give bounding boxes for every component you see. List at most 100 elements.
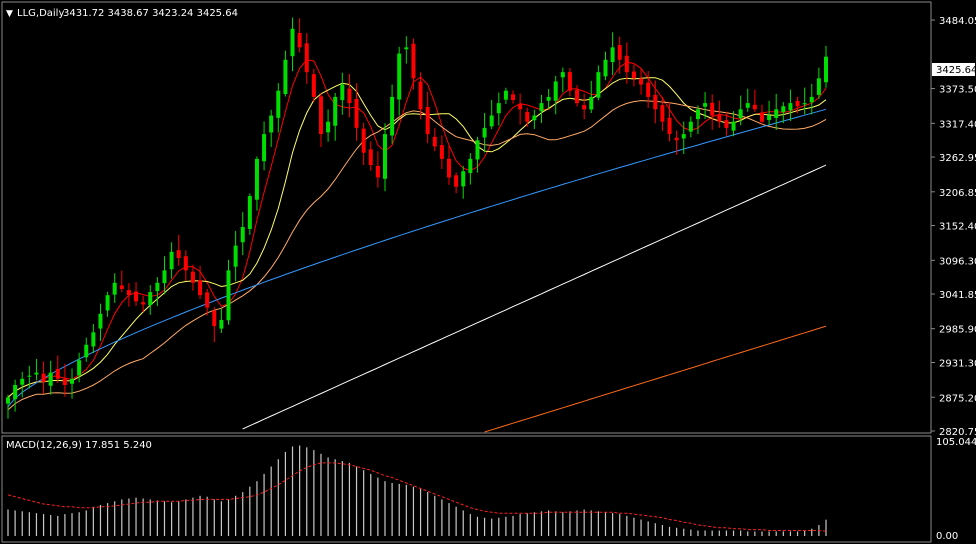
moving-averages	[7, 59, 827, 433]
candle-body-93	[667, 117, 672, 135]
candle-body-112	[802, 103, 807, 105]
candle-body-23	[169, 251, 174, 270]
candle-body-88	[631, 71, 636, 79]
candle-body-44	[318, 96, 323, 135]
candle-body-63	[454, 175, 459, 187]
candle-body-66	[475, 140, 480, 160]
candle-body-1	[13, 385, 18, 400]
candle-body-64	[461, 171, 466, 187]
candle-body-43	[311, 74, 316, 97]
candle-body-60	[432, 136, 437, 147]
price-panel-border	[1, 1, 932, 434]
candle-body-96	[688, 121, 693, 132]
price-tick-label-5: 3152.40	[939, 222, 976, 233]
candle-body-91	[653, 94, 658, 110]
candle-body-90	[646, 82, 651, 97]
macd-bottom-tick: 0.00	[936, 531, 958, 542]
candle-body-84	[603, 59, 608, 77]
symbol-label: LLG,Daily	[17, 8, 64, 19]
price-tick-label-2: 3317.40	[939, 119, 976, 130]
candle-body-76	[546, 96, 551, 101]
candle-body-47	[340, 84, 345, 101]
candle-body-85	[610, 47, 615, 63]
current-price-marker: 3425.64	[932, 63, 976, 76]
candle-body-81	[582, 105, 587, 110]
candle-body-87	[624, 55, 629, 73]
candle-body-56	[404, 47, 409, 50]
price-tick-label-9: 2931.30	[939, 359, 976, 370]
candle-body-18	[134, 291, 139, 302]
candle-body-80	[575, 89, 580, 104]
macd-histogram	[7, 445, 827, 536]
candle-body-99	[710, 102, 715, 116]
candle-body-39	[283, 59, 288, 95]
price-tick-label-7: 3041.85	[939, 290, 976, 301]
candle-body-30	[219, 319, 224, 329]
candle-body-74	[532, 115, 537, 121]
macd-panel[interactable]: MACD(12,26,9) 17.851 5.240 105.044 0.00	[1, 435, 976, 543]
candle-body-6	[48, 372, 53, 386]
candle-body-25	[183, 256, 188, 271]
candle-body-103	[738, 109, 743, 119]
candle-body-61	[439, 145, 444, 159]
candle-body-41	[297, 32, 302, 48]
candle-body-7	[55, 368, 60, 379]
candle-body-78	[560, 72, 565, 78]
candle-body-48	[347, 88, 352, 104]
candle-body-89	[639, 78, 644, 85]
candle-body-36	[262, 134, 267, 162]
candle-body-83	[596, 72, 601, 98]
candle-body-86	[617, 45, 622, 60]
candle-body-14	[105, 295, 110, 311]
candle-body-53	[382, 134, 387, 179]
candle-body-92	[660, 105, 665, 122]
candle-body-0	[6, 397, 10, 404]
macd-signal-path	[7, 462, 827, 532]
candle-body-4	[34, 372, 39, 375]
candle-body-46	[333, 96, 338, 126]
candle-body-107	[767, 115, 772, 121]
candle-body-9	[70, 378, 75, 384]
candle-body-65	[468, 158, 473, 174]
candle-body-57	[411, 43, 416, 79]
candle-body-28	[205, 292, 210, 308]
candle-body-59	[425, 106, 430, 135]
candle-body-111	[795, 100, 800, 107]
candle-body-21	[155, 282, 160, 292]
collapse-triangle-icon[interactable]: ▼	[6, 9, 13, 19]
candle-body-95	[681, 134, 686, 139]
ohlc-values: 3431.72 3438.67 3423.24 3425.64	[63, 8, 238, 19]
candle-body-113	[809, 96, 814, 103]
candle-body-115	[824, 56, 828, 83]
candle-body-29	[212, 310, 217, 327]
price-tick-label-10: 2875.20	[939, 393, 976, 404]
candle-body-102	[731, 121, 736, 131]
candle-body-58	[418, 81, 423, 110]
candle-body-15	[112, 282, 117, 295]
ma5-line	[7, 59, 827, 398]
candle-body-98	[703, 103, 708, 107]
ma20-line	[7, 100, 827, 411]
candle-body-19	[141, 302, 146, 305]
candle-body-104	[745, 103, 750, 108]
candle-body-82	[589, 96, 594, 110]
candle-body-70	[503, 90, 508, 100]
candle-body-32	[233, 245, 238, 267]
candle-body-73	[525, 111, 530, 122]
candle-body-71	[511, 94, 516, 101]
candle-body-17	[126, 290, 131, 296]
candles	[6, 17, 828, 419]
candle-body-55	[397, 53, 402, 100]
macd-signal-line	[7, 462, 827, 532]
candle-body-27	[198, 280, 203, 296]
price-tick-label-0: 3484.05	[939, 16, 976, 27]
price-tick-label-8: 2985.90	[939, 325, 976, 336]
candle-body-33	[240, 227, 245, 243]
candle-body-45	[326, 121, 331, 133]
candle-body-11	[84, 344, 89, 358]
ma100-line	[242, 164, 827, 430]
candle-body-79	[567, 72, 572, 91]
price-panel[interactable]: ▼ LLG,Daily 3431.72 3438.67 3423.24 3425…	[1, 1, 932, 434]
candle-body-68	[489, 115, 494, 127]
